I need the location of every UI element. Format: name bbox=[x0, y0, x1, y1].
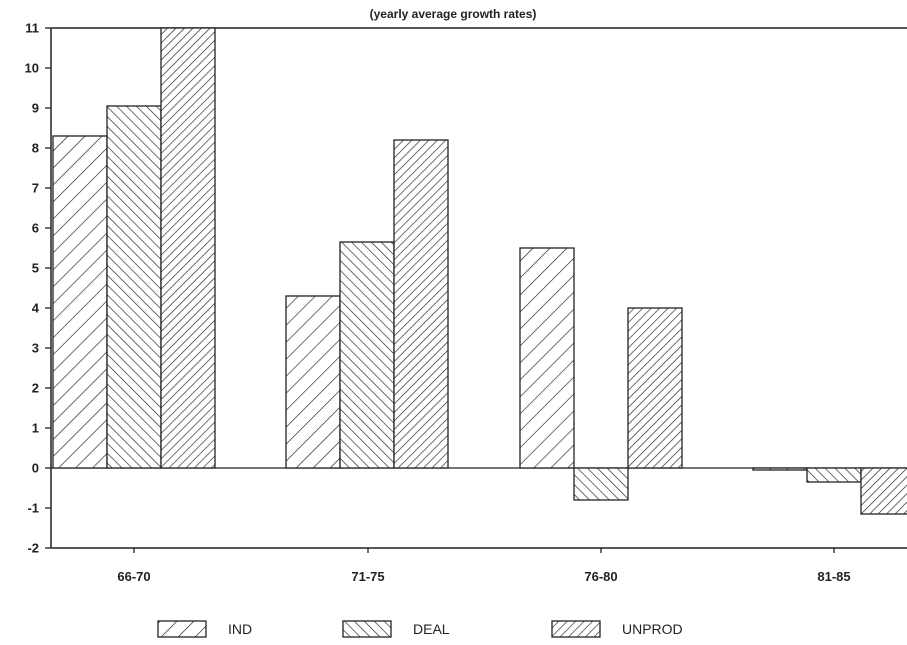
y-tick-label: 4 bbox=[32, 301, 40, 316]
bar-deal-76-80 bbox=[573, 467, 629, 501]
bar-unprod-76-80 bbox=[627, 307, 683, 469]
y-tick-label: 2 bbox=[32, 381, 39, 396]
x-axis: 66-70 71-75 76-80 81-85 bbox=[51, 547, 907, 584]
legend-label-deal: DEAL bbox=[413, 621, 450, 637]
x-tick-label: 71-75 bbox=[351, 569, 384, 584]
legend: IND DEAL UNPROD bbox=[157, 620, 683, 638]
chart-subtitle: (yearly average growth rates) bbox=[370, 7, 537, 21]
y-tick-label: 10 bbox=[25, 61, 39, 76]
bar-ind-71-75 bbox=[285, 295, 341, 469]
bar-deal-71-75 bbox=[339, 241, 395, 469]
y-tick-label: -1 bbox=[27, 501, 39, 516]
bar-ind-76-80 bbox=[519, 247, 575, 469]
bar-unprod-71-75 bbox=[393, 139, 449, 469]
x-tick-label: 76-80 bbox=[584, 569, 617, 584]
legend-label-unprod: UNPROD bbox=[622, 621, 683, 637]
y-tick-label: 0 bbox=[32, 461, 39, 476]
y-tick-label: 11 bbox=[25, 21, 39, 36]
y-tick-label: 5 bbox=[32, 261, 39, 276]
legend-swatch-deal bbox=[342, 620, 392, 638]
x-tick-label: 66-70 bbox=[117, 569, 150, 584]
y-tick-label: -2 bbox=[27, 541, 39, 556]
y-tick-label: 6 bbox=[32, 221, 39, 236]
bar-ind-81-85 bbox=[752, 467, 808, 471]
legend-swatch-ind bbox=[157, 620, 207, 638]
legend-swatch-unprod bbox=[551, 620, 601, 638]
bars-group bbox=[52, 27, 907, 515]
y-tick-label: 8 bbox=[32, 141, 39, 156]
bar-unprod-66-70 bbox=[160, 27, 216, 469]
bar-deal-66-70 bbox=[106, 105, 162, 469]
bar-deal-81-85 bbox=[806, 467, 862, 483]
y-tick-label: 7 bbox=[32, 181, 39, 196]
legend-label-ind: IND bbox=[228, 621, 252, 637]
bar-unprod-81-85 bbox=[860, 467, 907, 515]
y-tick-label: 9 bbox=[32, 101, 39, 116]
y-tick-label: 1 bbox=[32, 421, 39, 436]
bar-ind-66-70 bbox=[52, 135, 108, 469]
x-tick-label: 81-85 bbox=[817, 569, 850, 584]
y-tick-label: 3 bbox=[32, 341, 39, 356]
